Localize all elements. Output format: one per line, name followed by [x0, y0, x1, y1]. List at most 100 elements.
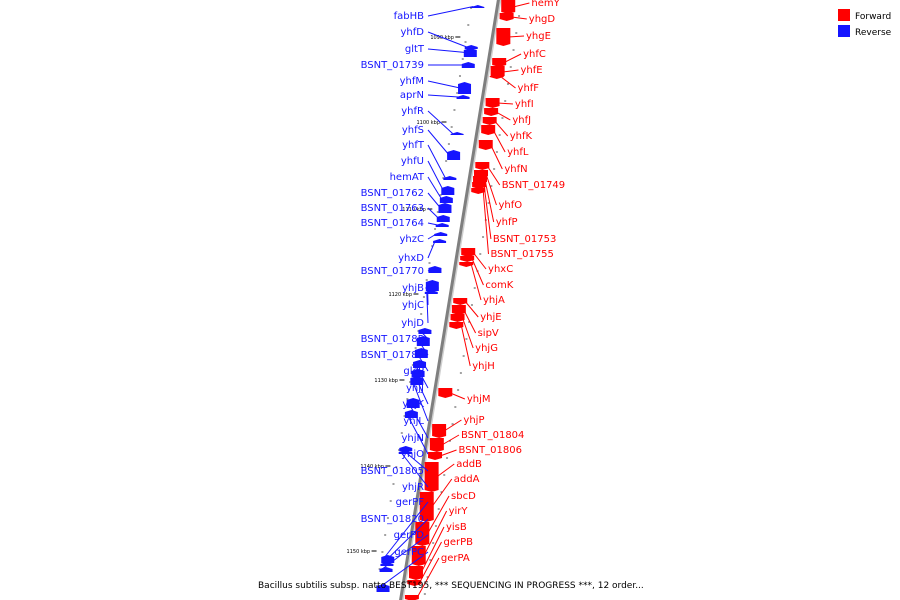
forward-gene-feature[interactable] [429, 438, 444, 452]
reverse-gene-label[interactable]: yhfS [402, 125, 424, 136]
forward-gene-label[interactable]: yhfC [523, 49, 546, 60]
forward-gene-label[interactable]: BSNT_01806 [459, 445, 522, 456]
reverse-gene-label[interactable]: BSNT_01739 [361, 60, 424, 71]
reverse-gene-label[interactable]: BSNT_01763 [361, 203, 424, 214]
reverse-gene-label[interactable]: yhfT [402, 140, 425, 151]
forward-gene-label[interactable]: yhfF [518, 83, 540, 94]
forward-gene-feature[interactable] [438, 388, 453, 398]
forward-gene-feature[interactable] [450, 314, 465, 322]
reverse-gene-label[interactable]: yhjR [402, 482, 424, 493]
forward-gene-label[interactable]: yhfP [496, 217, 518, 228]
forward-gene-label[interactable]: yisB [446, 522, 467, 533]
reverse-gene-label[interactable]: yhzC [400, 234, 425, 245]
forward-gene-feature[interactable] [499, 13, 514, 21]
forward-gene-label[interactable]: yhgE [526, 31, 551, 42]
forward-gene-label[interactable]: BSNT_01755 [490, 249, 553, 260]
reverse-gene-label[interactable]: yhjL [403, 416, 424, 427]
reverse-gene-feature[interactable] [447, 150, 461, 160]
forward-gene-feature[interactable] [482, 117, 497, 125]
forward-gene-feature[interactable] [484, 108, 499, 116]
forward-gene-feature[interactable] [481, 125, 496, 135]
reverse-gene-feature[interactable] [443, 176, 457, 180]
forward-gene-feature[interactable] [408, 566, 423, 580]
reverse-gene-feature[interactable] [379, 567, 393, 572]
reverse-gene-label[interactable]: yhxD [398, 253, 424, 264]
reverse-gene-label[interactable]: yhjB [402, 283, 424, 294]
reverse-gene-label[interactable]: hemAT [390, 172, 425, 183]
reverse-gene-feature[interactable] [438, 203, 452, 213]
reverse-gene-label[interactable]: yhfR [401, 106, 424, 117]
reverse-gene-feature[interactable] [458, 82, 472, 94]
forward-gene-feature[interactable] [459, 262, 474, 267]
forward-gene-feature[interactable] [489, 76, 504, 79]
forward-gene-label[interactable]: comK [485, 280, 513, 291]
reverse-gene-label[interactable]: BSNT_01786 [361, 350, 424, 361]
forward-gene-label[interactable]: yhxC [488, 264, 513, 275]
forward-gene-label[interactable]: yhjG [475, 343, 498, 354]
forward-gene-feature[interactable] [501, 0, 516, 14]
forward-gene-feature[interactable] [460, 256, 475, 262]
reverse-gene-label[interactable]: yhjK [402, 399, 424, 410]
reverse-gene-feature[interactable] [435, 223, 449, 227]
reverse-gene-feature[interactable] [441, 186, 455, 195]
reverse-gene-feature[interactable] [434, 232, 448, 236]
reverse-gene-label[interactable]: yhfD [401, 27, 425, 38]
forward-gene-feature[interactable] [453, 298, 468, 305]
forward-gene-label[interactable]: sbcD [451, 491, 476, 502]
forward-gene-label[interactable]: addB [456, 459, 482, 470]
reverse-gene-feature[interactable] [433, 239, 447, 243]
forward-gene-feature[interactable] [478, 140, 493, 150]
reverse-gene-feature[interactable] [464, 45, 478, 49]
forward-gene-feature[interactable] [471, 188, 486, 194]
reverse-gene-label[interactable]: fabHB [394, 11, 425, 22]
forward-gene-label[interactable]: sipV [478, 328, 499, 339]
forward-gene-label[interactable]: BSNT_01753 [493, 234, 556, 245]
forward-gene-feature[interactable] [451, 305, 466, 315]
reverse-gene-label[interactable]: gltT [405, 44, 425, 55]
forward-gene-label[interactable]: yhjH [472, 361, 495, 372]
reverse-gene-label[interactable]: BSNT_01764 [361, 218, 424, 229]
forward-gene-label[interactable]: gerPA [441, 553, 470, 564]
forward-gene-feature[interactable] [475, 162, 490, 170]
forward-gene-label[interactable]: hemY [531, 0, 560, 9]
forward-gene-feature[interactable] [404, 595, 419, 600]
reverse-gene-label[interactable]: yhfM [400, 76, 424, 87]
reverse-gene-label[interactable]: gerPF [396, 497, 425, 508]
reverse-gene-feature[interactable] [463, 48, 477, 57]
reverse-gene-label[interactable]: yhjC [402, 300, 424, 311]
forward-gene-feature[interactable] [492, 58, 507, 67]
forward-gene-feature[interactable] [485, 98, 500, 108]
reverse-gene-label[interactable]: BSNT_01820 [361, 514, 424, 525]
forward-gene-label[interactable]: yhfK [510, 131, 533, 142]
forward-gene-feature[interactable] [496, 28, 511, 46]
forward-gene-label[interactable]: yhjE [480, 312, 501, 323]
reverse-gene-label[interactable]: BSNT_01785 [361, 334, 424, 345]
reverse-gene-label[interactable]: BSNT_01762 [361, 188, 424, 199]
forward-gene-feature[interactable] [428, 452, 443, 460]
reverse-gene-label[interactable]: glcP [403, 366, 424, 377]
reverse-gene-label[interactable]: yhjJ [406, 383, 424, 394]
forward-gene-label[interactable]: yhjM [467, 394, 491, 405]
forward-gene-label[interactable]: yhfI [515, 99, 534, 110]
reverse-gene-feature[interactable] [439, 196, 453, 203]
reverse-gene-label[interactable]: aprN [400, 90, 424, 101]
reverse-gene-label[interactable]: yhjO [401, 449, 424, 460]
reverse-gene-feature[interactable] [461, 62, 475, 68]
reverse-gene-feature[interactable] [376, 584, 390, 592]
reverse-gene-feature[interactable] [428, 266, 442, 273]
reverse-gene-label[interactable]: BSNT_01805 [361, 466, 424, 477]
forward-gene-label[interactable]: yhfJ [512, 115, 531, 126]
forward-gene-label[interactable]: BSNT_01749 [502, 180, 565, 191]
forward-gene-feature[interactable] [461, 248, 476, 257]
forward-gene-label[interactable]: addA [454, 474, 480, 485]
forward-gene-label[interactable]: yhfL [507, 147, 529, 158]
reverse-gene-label[interactable]: yhfU [401, 156, 424, 167]
forward-gene-feature[interactable] [432, 424, 447, 438]
forward-gene-label[interactable]: BSNT_01804 [461, 430, 524, 441]
forward-gene-feature[interactable] [407, 580, 422, 586]
forward-gene-label[interactable]: gerPB [444, 537, 474, 548]
reverse-gene-feature[interactable] [425, 285, 439, 289]
reverse-gene-label[interactable]: BSNT_01770 [361, 266, 424, 277]
forward-gene-feature[interactable] [424, 462, 439, 492]
forward-gene-label[interactable]: yhfO [498, 200, 522, 211]
